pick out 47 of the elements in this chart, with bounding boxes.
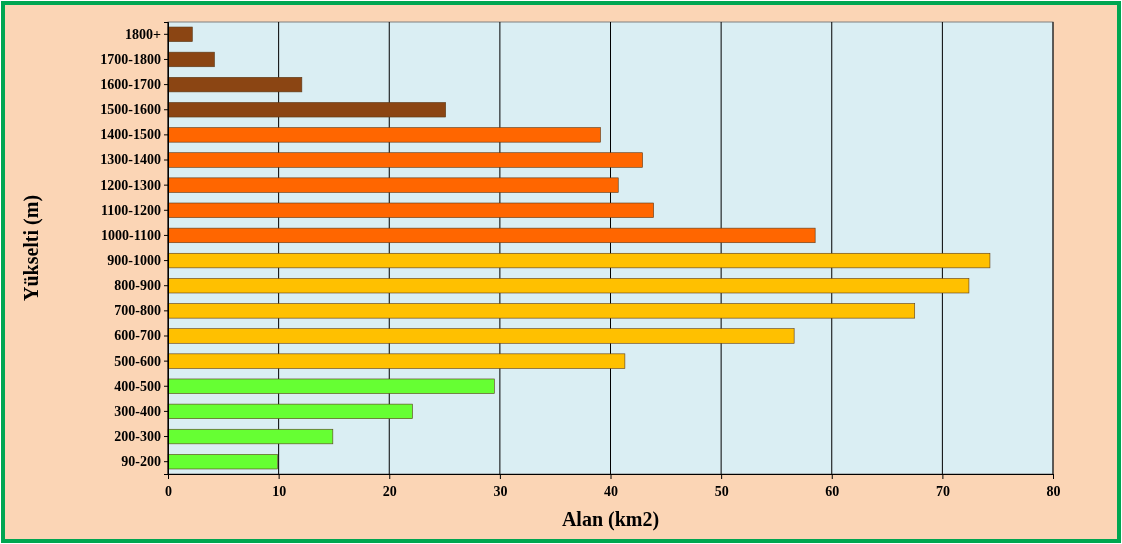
bar bbox=[167, 127, 601, 143]
x-tick-label: 40 bbox=[604, 484, 618, 499]
bar bbox=[167, 378, 495, 394]
bar bbox=[167, 278, 970, 294]
y-tick-label: 1200-1300 bbox=[100, 177, 161, 193]
y-tick-label: 600-700 bbox=[114, 328, 161, 344]
y-tick-label: 1000-1100 bbox=[101, 227, 161, 243]
y-tick-label: 400-500 bbox=[114, 378, 161, 394]
y-tick-label: 1400-1500 bbox=[100, 127, 161, 143]
bar bbox=[167, 51, 215, 68]
x-tick-label: 80 bbox=[1046, 484, 1061, 499]
y-tick-label: 200-300 bbox=[114, 429, 161, 445]
bar bbox=[167, 454, 278, 470]
y-tick-label: 900-1000 bbox=[107, 253, 161, 269]
y-tick-label: 500-600 bbox=[114, 353, 161, 369]
y-tick-label: 1600-1700 bbox=[100, 77, 161, 93]
bar bbox=[167, 353, 626, 369]
x-axis-title: Alan (km2) bbox=[561, 508, 660, 531]
y-axis-title: Yükselti (m) bbox=[20, 194, 43, 302]
bar bbox=[167, 26, 193, 42]
bar bbox=[167, 177, 619, 193]
y-tick-label: 1100-1200 bbox=[101, 202, 161, 218]
x-tick-label: 10 bbox=[272, 484, 287, 499]
bar bbox=[167, 152, 643, 168]
y-tick-label: 1500-1600 bbox=[100, 102, 161, 118]
bar bbox=[167, 328, 795, 344]
x-tick-label: 60 bbox=[825, 484, 840, 499]
y-tick-label: 90-200 bbox=[121, 454, 161, 470]
bar bbox=[167, 102, 446, 118]
bar bbox=[167, 77, 303, 93]
x-tick-label: 20 bbox=[382, 484, 397, 499]
x-tick-label: 50 bbox=[714, 484, 729, 499]
bar bbox=[167, 227, 816, 244]
y-tick-label: 1800+ bbox=[125, 26, 162, 42]
y-tick-label: 1700-1800 bbox=[100, 51, 161, 67]
bar bbox=[167, 252, 991, 269]
y-tick-label: 1300-1400 bbox=[100, 152, 161, 168]
bar bbox=[167, 303, 916, 319]
bar bbox=[167, 428, 334, 445]
y-tick-label: 300-400 bbox=[114, 403, 161, 419]
x-tick-label: 30 bbox=[493, 484, 508, 499]
y-tick-label: 800-900 bbox=[114, 278, 161, 294]
bar bbox=[167, 202, 654, 218]
x-tick-label: 70 bbox=[935, 484, 950, 499]
y-tick-label: 700-800 bbox=[114, 303, 161, 319]
bar bbox=[167, 403, 413, 419]
x-tick-label: 0 bbox=[165, 484, 172, 499]
